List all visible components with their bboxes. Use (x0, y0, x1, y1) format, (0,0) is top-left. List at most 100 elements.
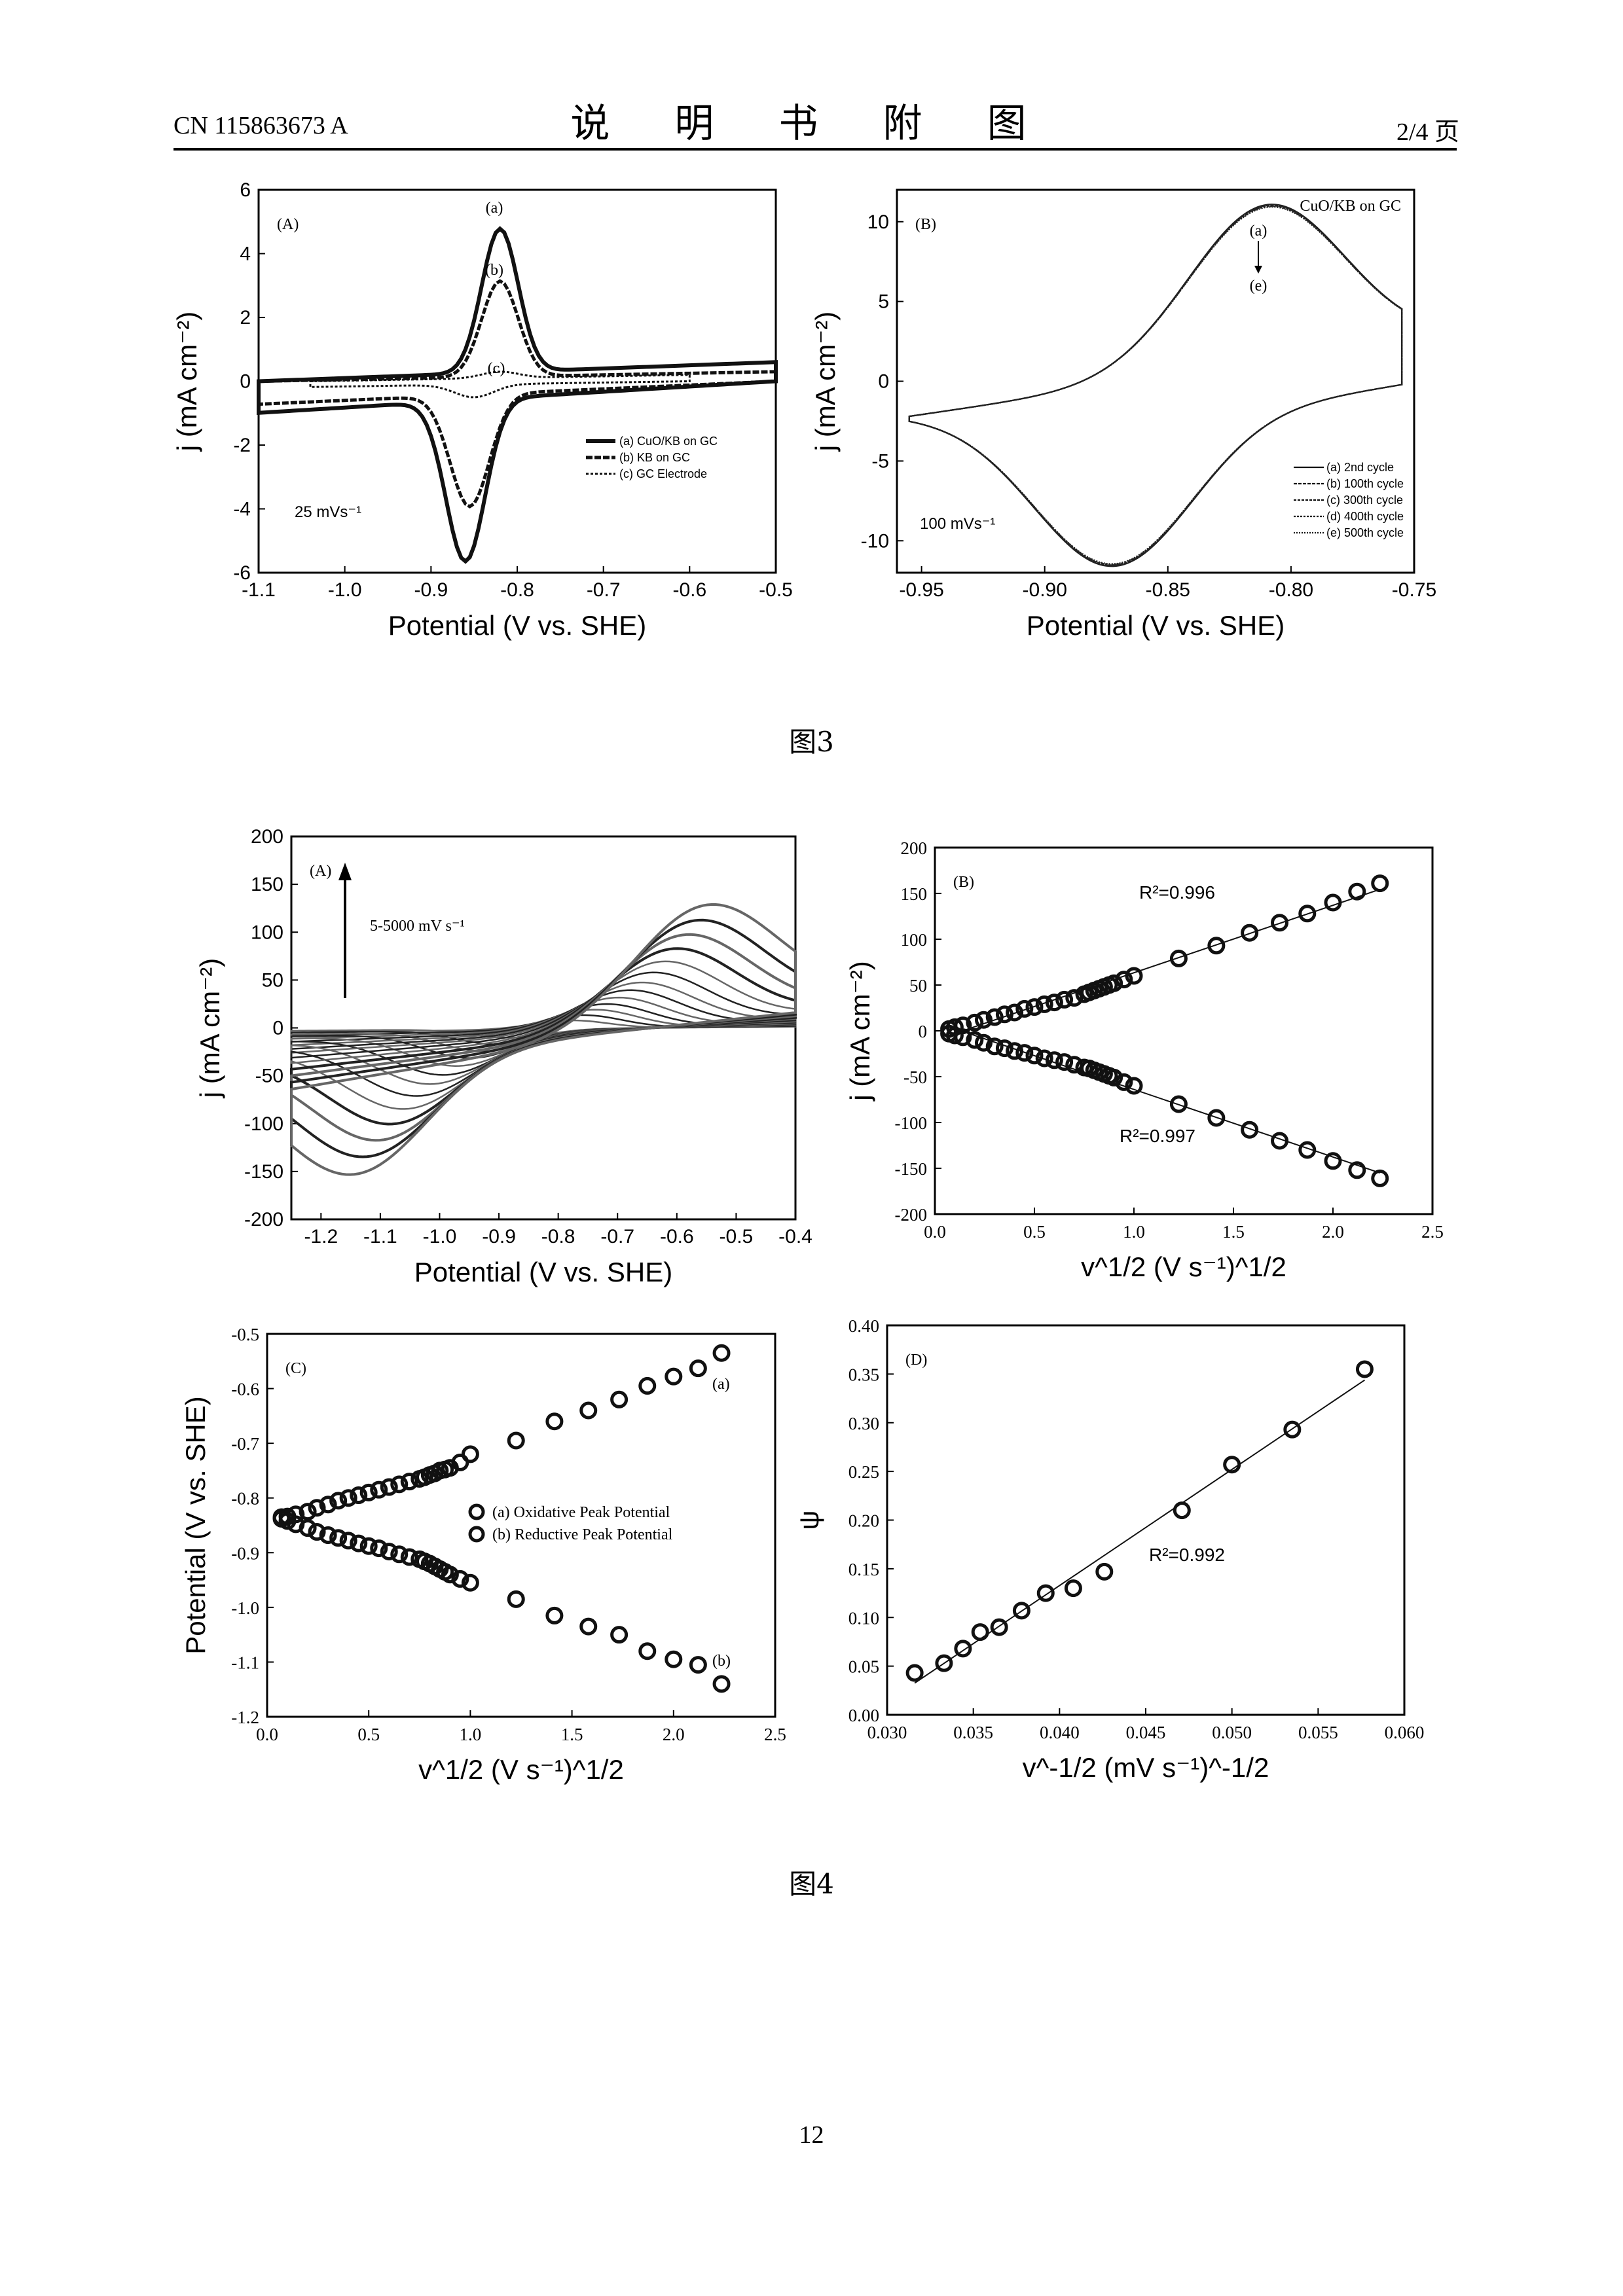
curve-label: (b) (485, 262, 503, 279)
data-point (610, 1390, 629, 1408)
data-point (1371, 874, 1389, 893)
scan-rate-curve (290, 960, 797, 1110)
x-tick-label: 1.0 (460, 1725, 482, 1744)
data-point (974, 1011, 993, 1029)
legend-entry: (b) 100th cycle (1326, 477, 1404, 490)
data-point (1035, 995, 1053, 1013)
scan-rate-annotation: 5-5000 mV s⁻¹ (370, 918, 465, 935)
panel-label: (B) (953, 874, 974, 891)
y-tick-label: 0.40 (848, 1316, 879, 1336)
data-point (390, 1475, 409, 1494)
data-point (1271, 1132, 1289, 1150)
data-point (1241, 1121, 1259, 1139)
y-tick-label: 200 (901, 838, 928, 858)
data-point (1348, 882, 1366, 901)
data-point (359, 1537, 378, 1555)
data-point (370, 1539, 388, 1558)
x-axis-label: Potential (V vs. SHE) (388, 610, 646, 641)
y-tick-label: -0.6 (231, 1380, 259, 1399)
data-point (1035, 1049, 1053, 1067)
data-point (1036, 1584, 1055, 1602)
data-point (712, 1344, 731, 1362)
y-tick-label: -4 (233, 499, 251, 520)
y-tick-label: -0.9 (231, 1543, 259, 1563)
y-tick-label: 100 (901, 930, 928, 950)
y-tick-label: -1.2 (231, 1708, 259, 1727)
x-tick-label: -0.9 (482, 1226, 516, 1247)
y-tick-label: 0 (878, 371, 889, 393)
x-tick-label: -1.1 (242, 579, 276, 601)
data-point (974, 1033, 993, 1052)
y-tick-label: -100 (244, 1113, 283, 1135)
data-point (390, 1545, 409, 1564)
x-tick-label: -0.9 (414, 579, 448, 601)
data-point (966, 1031, 984, 1049)
y-tick-label: -100 (895, 1113, 928, 1133)
y-tick-label: 0.15 (848, 1560, 879, 1579)
data-point (985, 1037, 1004, 1056)
panel-label: (B) (915, 216, 936, 233)
legend-marker (468, 1503, 485, 1520)
y-tick-label: -0.7 (231, 1434, 259, 1454)
data-point (990, 1618, 1008, 1636)
data-point (400, 1548, 418, 1566)
y-axis-label: j (mA cm⁻²) (845, 961, 875, 1102)
y-axis-label: j (mA cm⁻²) (810, 312, 841, 452)
data-point (507, 1431, 525, 1450)
data-point (308, 1499, 326, 1517)
data-point (339, 1489, 357, 1507)
y-tick-label: 0 (919, 1022, 928, 1041)
data-point (1371, 1169, 1389, 1187)
electrode-note: CuO/KB on GC (1300, 198, 1401, 215)
data-point (1095, 1562, 1114, 1581)
data-point (1006, 1003, 1024, 1022)
data-point (945, 1026, 964, 1045)
data-point (441, 1566, 459, 1584)
data-point (966, 1013, 984, 1031)
x-tick-label: -1.2 (304, 1226, 338, 1247)
legend-marker (468, 1526, 485, 1543)
panel-label: (A) (310, 863, 331, 880)
arrow-label-end: (e) (1250, 278, 1267, 295)
fig4A-chart: -1.2 -1.1 -1.0 -0.9 -0.8 -0.7 -0.6 -0.5 -0.4 200 1… (194, 826, 812, 1287)
curve-label: (a) (486, 200, 503, 217)
y-tick-label: 0.05 (848, 1657, 879, 1677)
data-point (1045, 994, 1063, 1012)
header-rule (173, 148, 1457, 151)
x-tick-label: 0.045 (1126, 1723, 1166, 1742)
page-number: 12 (799, 2121, 824, 2149)
scan-rate-curve (290, 971, 797, 1097)
y-tick-label: 6 (240, 179, 251, 201)
legend-entry: (a) Oxidative Peak Potential (492, 1504, 670, 1521)
page-count: 2/4 页 (1396, 118, 1459, 146)
x-tick-label: -0.6 (660, 1226, 694, 1247)
y-tick-label: 100 (251, 922, 283, 943)
data-point (1355, 1360, 1374, 1378)
y-tick-label: 150 (251, 874, 283, 895)
data-point (1169, 949, 1188, 967)
legend-entry: (b) Reductive Peak Potential (492, 1526, 673, 1543)
x-axis-label: v^1/2 (V s⁻¹)^1/2 (1081, 1251, 1286, 1282)
y-tick-label: -1.1 (231, 1653, 259, 1672)
data-point (1006, 1042, 1024, 1060)
x-tick-label: -0.85 (1146, 579, 1190, 601)
scan-rate-curve (290, 903, 797, 1176)
data-point (665, 1650, 683, 1668)
panel-label: (D) (905, 1352, 927, 1369)
data-point (1223, 1456, 1241, 1474)
data-point (610, 1626, 629, 1644)
data-point (579, 1617, 598, 1636)
curve-label-a: (a) (712, 1376, 730, 1393)
cv-curve (257, 279, 778, 509)
data-point (995, 1039, 1013, 1058)
data-point (308, 1523, 326, 1541)
y-tick-label: 0 (272, 1018, 283, 1039)
r2-label: R²=0.992 (1149, 1545, 1225, 1565)
y-tick-label: 5 (878, 291, 889, 313)
cv-curve (257, 226, 778, 564)
data-point (1324, 893, 1342, 912)
y-tick-label: 0.25 (848, 1462, 879, 1482)
data-point (1324, 1152, 1342, 1170)
y-tick-label: 0.00 (848, 1706, 879, 1725)
data-point (1207, 1109, 1226, 1127)
